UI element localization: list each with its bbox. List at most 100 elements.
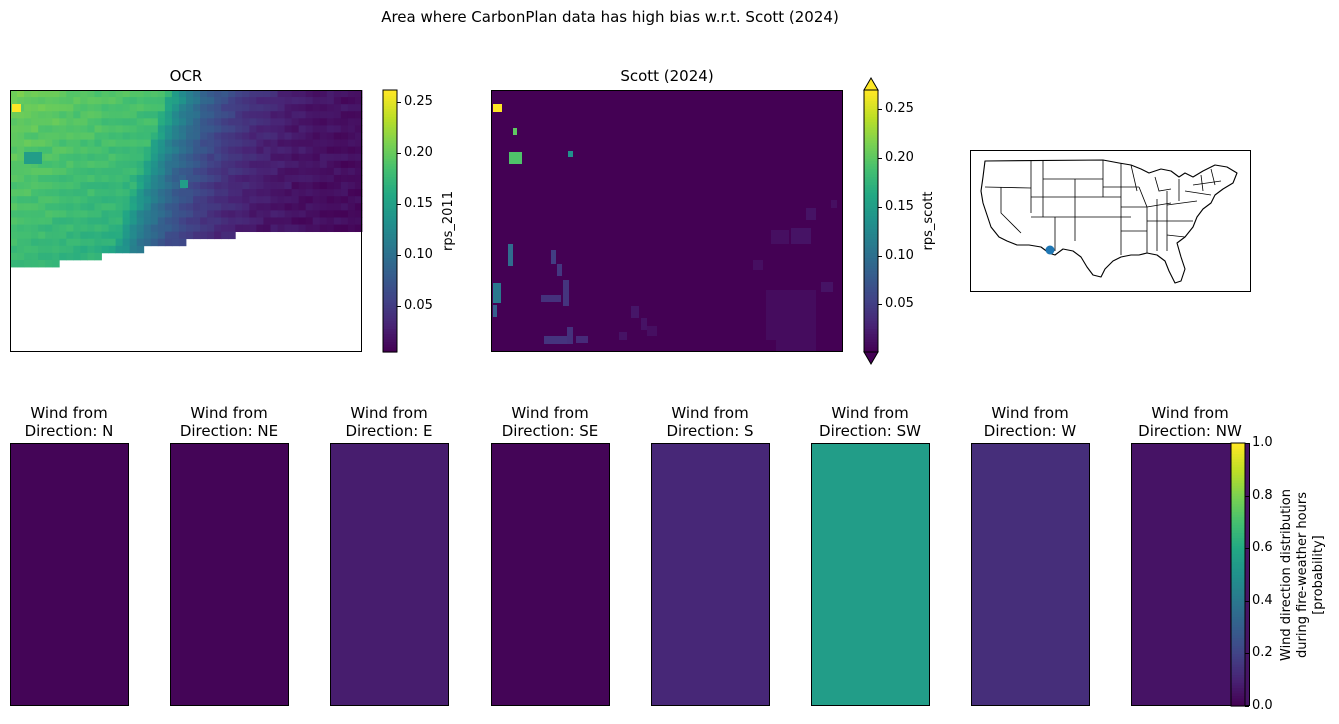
colorbar-segment [1231,629,1245,633]
ocr-cell [10,217,18,225]
colorbar-segment [864,294,878,298]
ocr-cell [164,153,173,162]
ocr-cell [340,111,349,119]
ocr-cell [333,224,342,233]
ocr-cell [354,125,363,133]
ocr-cell [171,146,180,155]
ocr-cell [108,90,116,98]
ocr-cell [136,167,145,176]
ocr-cell [333,182,342,190]
ocr-cell [200,182,208,190]
ocr-cell [164,111,173,119]
colorbar-segment [383,320,397,324]
ocr-cell [193,146,201,155]
ocr-cell [333,153,342,162]
ocr-cell [59,238,67,247]
ocr-cell [24,125,32,133]
ocr-cell [24,174,32,183]
ocr-cell [347,111,356,119]
ocr-cell [178,160,187,169]
ocr-cell [200,139,208,148]
ocr-cell [122,182,131,190]
ocr-cell [143,153,152,162]
ocr-cell [31,231,39,240]
colorbar-segment [383,262,397,267]
ocr-cell [242,118,250,126]
colorbar-segment [1231,674,1245,678]
ocr-cell [235,203,243,211]
ocr-cell [193,160,201,169]
ocr-cell [235,125,243,133]
ocr-cell [319,189,328,197]
ocr-cell [45,174,53,183]
ocr-cell [10,132,18,140]
ocr-cell [164,210,173,218]
colorbar-segment [864,200,878,204]
ocr-cell [333,97,342,105]
ocr-cell [73,146,81,155]
ocr-cell [228,203,236,211]
ocr-cell [108,238,116,247]
ocr-cell [108,182,116,190]
ocr-cell [228,224,236,233]
ocr-cell [186,210,194,218]
colorbar-segment [383,260,397,264]
ocr-cell [235,111,243,119]
ocr-cell [207,203,215,211]
colorbar-segment [383,105,397,109]
ocr-cell [256,203,264,211]
ocr-cell [45,217,53,225]
colorbar-segment [1231,542,1245,547]
ocr-cell [66,231,74,240]
ocr-cell [66,238,74,247]
wind-panel-title: Wind from Direction: NW [1110,404,1270,440]
colorbar-segment [383,283,397,288]
ocr-cell [340,224,349,233]
ocr-cell [319,97,328,105]
ocr-cell [298,97,307,105]
scott-title: Scott (2024) [620,67,714,85]
ocr-cell [94,132,102,140]
colorbar-segment [383,231,397,235]
ocr-cell [73,182,81,190]
ocr-cell [10,160,18,169]
ocr-cell [129,160,138,169]
ocr-cell [284,153,292,162]
ocr-cell [284,139,292,148]
ocr-cell [277,111,285,119]
ocr-cell [291,203,300,211]
ocr-cell [214,203,222,211]
colorbar-tick-mark [397,153,401,155]
colorbar-segment [383,181,397,185]
ocr-cell [157,231,166,240]
ocr-cell [277,217,285,225]
ocr-cell [312,104,321,112]
ocr-cell [312,203,321,211]
ocr-cell [235,153,243,162]
ocr-cell [207,167,215,176]
ocr-cell [249,97,257,105]
colorbar-segment [864,346,878,350]
ocr-cell [235,182,243,190]
ocr-cell [277,160,285,169]
ocr-cell [305,125,314,133]
ocr-cell [143,231,152,240]
ocr-cell [129,90,138,98]
colorbar-segment [1231,535,1245,539]
wind-panel-cell [330,443,449,706]
colorbar-segment [383,304,397,309]
ocr-cell [59,182,67,190]
ocr-cell [200,231,208,240]
ocr-cell [319,203,328,211]
colorbar-segment [1231,656,1245,660]
ocr-cell [277,203,285,211]
ocr-cell [101,139,109,148]
colorbar-segment [864,249,878,254]
colorbar-segment [1231,482,1245,486]
ocr-cell [108,118,116,126]
ocr-cell [178,97,187,105]
ocr-cell [157,210,166,218]
colorbar-segment [1231,569,1245,573]
ocr-cell [242,217,250,225]
ocr-cell [305,167,314,176]
